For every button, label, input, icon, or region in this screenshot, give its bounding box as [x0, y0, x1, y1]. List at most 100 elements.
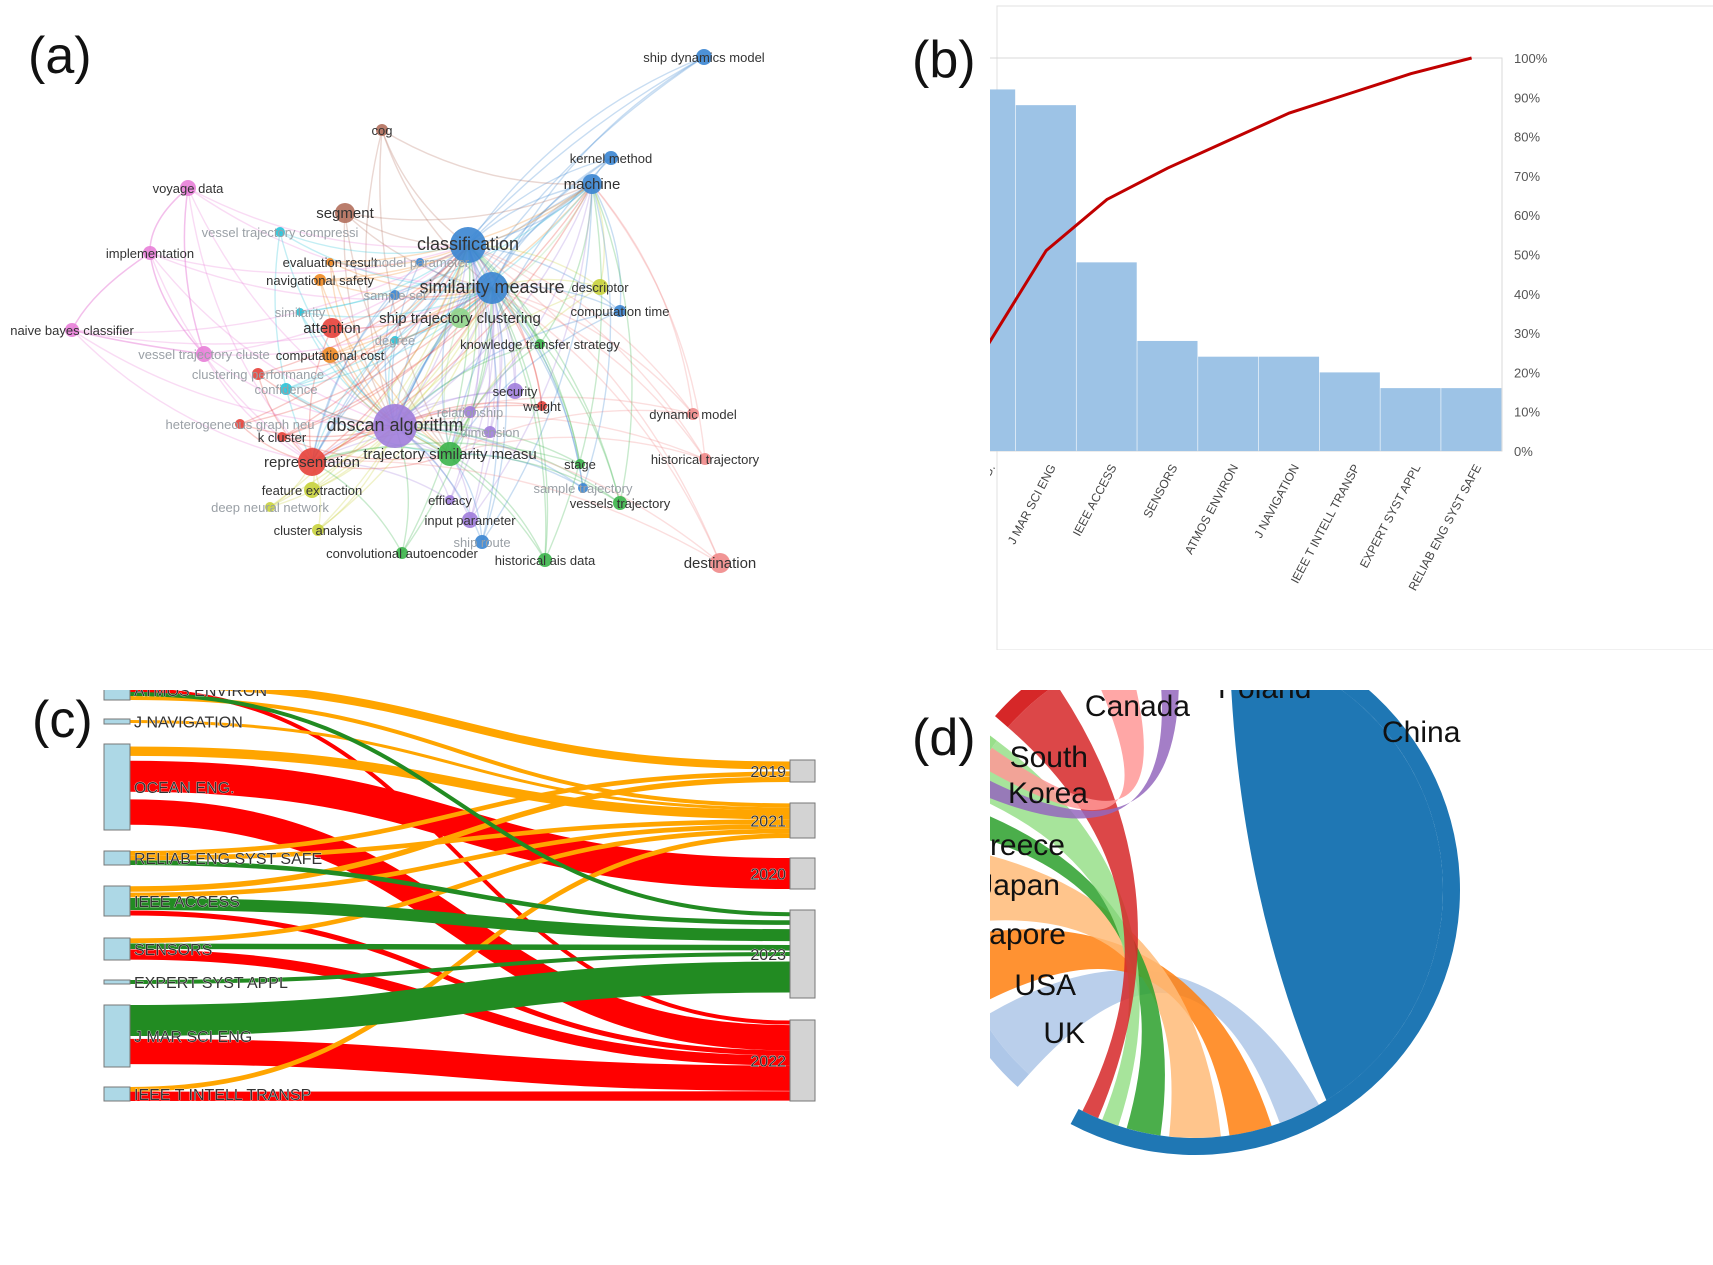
- network-edge: [491, 287, 706, 460]
- network-edge: [285, 287, 493, 390]
- network-edge: [449, 244, 480, 501]
- bar-atmos-environ: [1198, 356, 1259, 451]
- network-edge: [491, 56, 705, 289]
- network-label-efficacy: efficacy: [428, 493, 472, 508]
- network-edge: [331, 244, 469, 329]
- network-node-machine: [582, 174, 602, 194]
- sankey-link-ocean-eng-2021: [129, 746, 791, 820]
- x-tick-reliab-eng-syst-safe: RELIAB ENG SYST SAFE: [1406, 462, 1485, 593]
- network-edge: [591, 183, 605, 288]
- network-node-navigational-safety: [314, 274, 326, 286]
- network-edge: [239, 244, 469, 425]
- network-label-similarity-measure: similarity measure: [419, 277, 564, 297]
- chord-label-china: China: [1382, 716, 1461, 749]
- network-edge: [449, 310, 621, 455]
- network-edge: [281, 183, 593, 438]
- network-label-computation-time: computation time: [571, 304, 670, 319]
- y2-tick-80: 80%: [1514, 130, 1540, 145]
- network-edge: [257, 244, 469, 375]
- cumulative-percent-line: [990, 56, 1472, 345]
- network-edge: [459, 183, 593, 319]
- network-edge: [467, 244, 496, 433]
- network-edge: [71, 329, 313, 463]
- network-node-input-parameter: [462, 512, 478, 528]
- network-edge: [467, 244, 621, 312]
- network-node-vessels-trajectory: [613, 496, 627, 510]
- network-edge: [441, 244, 469, 455]
- network-edge: [491, 157, 612, 289]
- x-tick-atmos-environ: ATMOS ENVIRON: [1182, 462, 1241, 557]
- network-edge: [311, 261, 421, 463]
- network-edge: [467, 244, 694, 415]
- network-edge: [308, 327, 333, 463]
- y2-tick-60: 60%: [1514, 208, 1540, 223]
- network-node-historical-ais-data: [538, 553, 552, 567]
- network-node-feature-extraction: [304, 482, 320, 498]
- network-edge: [299, 287, 493, 318]
- network-node-sample-set: [390, 290, 400, 300]
- network-label-similarity: similarity: [275, 305, 326, 320]
- sankey-labels: ATMOS ENVIRON J NAVIGATION OCEAN ENG. RELIA…: [134, 690, 787, 1104]
- chord-ribbon-china-self: [1231, 690, 1443, 1101]
- network-edge: [481, 183, 593, 543]
- sankey-source-ocean-eng: [103, 743, 131, 831]
- network-node-k-cluster: [277, 432, 287, 442]
- network-node-descriptor: [592, 279, 608, 295]
- sankey-source-label-j-navigation: J NAVIGATION: [134, 715, 243, 732]
- sankey-source-j-mar-sci-eng: [103, 1004, 131, 1068]
- network-edge: [449, 157, 612, 455]
- y2-tick-90: 90%: [1514, 90, 1540, 105]
- network-edge: [71, 329, 205, 355]
- y2-tick-100: 100%: [1514, 51, 1548, 66]
- sankey-link-ieee-access-2022: [129, 910, 791, 1056]
- network-label-vessels-trajectory: vessels trajectory: [570, 496, 671, 511]
- network-edge: [299, 183, 593, 313]
- network-edge: [467, 157, 612, 246]
- network-edge: [467, 56, 705, 246]
- network-label-input-parameter: input parameter: [424, 513, 516, 528]
- network-node-destination: [710, 553, 730, 573]
- chord-ribbon-south-korea-china: [1007, 690, 1138, 1119]
- network-edge: [311, 339, 396, 463]
- bar-sensors: [1137, 340, 1198, 451]
- network-edge: [311, 183, 593, 463]
- y2-tick-40: 40%: [1514, 287, 1540, 302]
- network-node-implementation: [143, 246, 157, 260]
- chord-label-japan: Japan: [990, 869, 1060, 902]
- network-edge: [394, 415, 706, 460]
- network-edge: [311, 461, 403, 554]
- network-label-voyage-data: voyage data: [153, 181, 225, 196]
- network-node-knowledge-transfer-strategy: [535, 339, 545, 349]
- network-label-cluster-analysis: cluster analysis: [274, 523, 363, 538]
- network-edge: [203, 353, 396, 427]
- chord-ribbon-japan-china: [990, 816, 1165, 1136]
- network-edge: [401, 287, 493, 554]
- network-edge: [394, 425, 584, 489]
- sankey-link-ieee-access-2021: [129, 823, 791, 898]
- network-label-vessel-trajectory-cluste: vessel trajectory cluste: [138, 347, 270, 362]
- network-edge: [449, 453, 546, 561]
- network-label-kernel-method: kernel method: [570, 151, 652, 166]
- network-node-degree: [391, 336, 399, 344]
- network-label-dynamic-model: dynamic model: [649, 407, 737, 422]
- network-node-heterogeneous-graph-neu: [235, 419, 245, 429]
- sankey-source-label-atmos-environ: ATMOS ENVIRON: [134, 690, 267, 700]
- network-node-efficacy: [445, 495, 455, 505]
- bar-ocean-eng: [990, 89, 1016, 451]
- network-edge: [311, 287, 493, 463]
- network-node-relationship: [464, 406, 476, 418]
- network-edge: [394, 183, 593, 427]
- network-edge: [491, 183, 593, 289]
- sankey-link-ieee-access-2023: [129, 898, 791, 942]
- network-label-machine: machine: [564, 176, 621, 193]
- network-edge: [149, 252, 493, 300]
- chord-ribbons: [990, 690, 1443, 1138]
- network-label-classification: classification: [417, 234, 519, 254]
- network-edge: [281, 436, 451, 461]
- network-edge: [329, 261, 493, 292]
- y2-tick-20: 20%: [1514, 365, 1540, 380]
- sankey-target-label-2019: 2019: [750, 764, 786, 781]
- network-label-confidence: confidence: [255, 382, 318, 397]
- network-node-clustering-performance: [252, 368, 264, 380]
- sankey-nodes: [103, 690, 816, 1102]
